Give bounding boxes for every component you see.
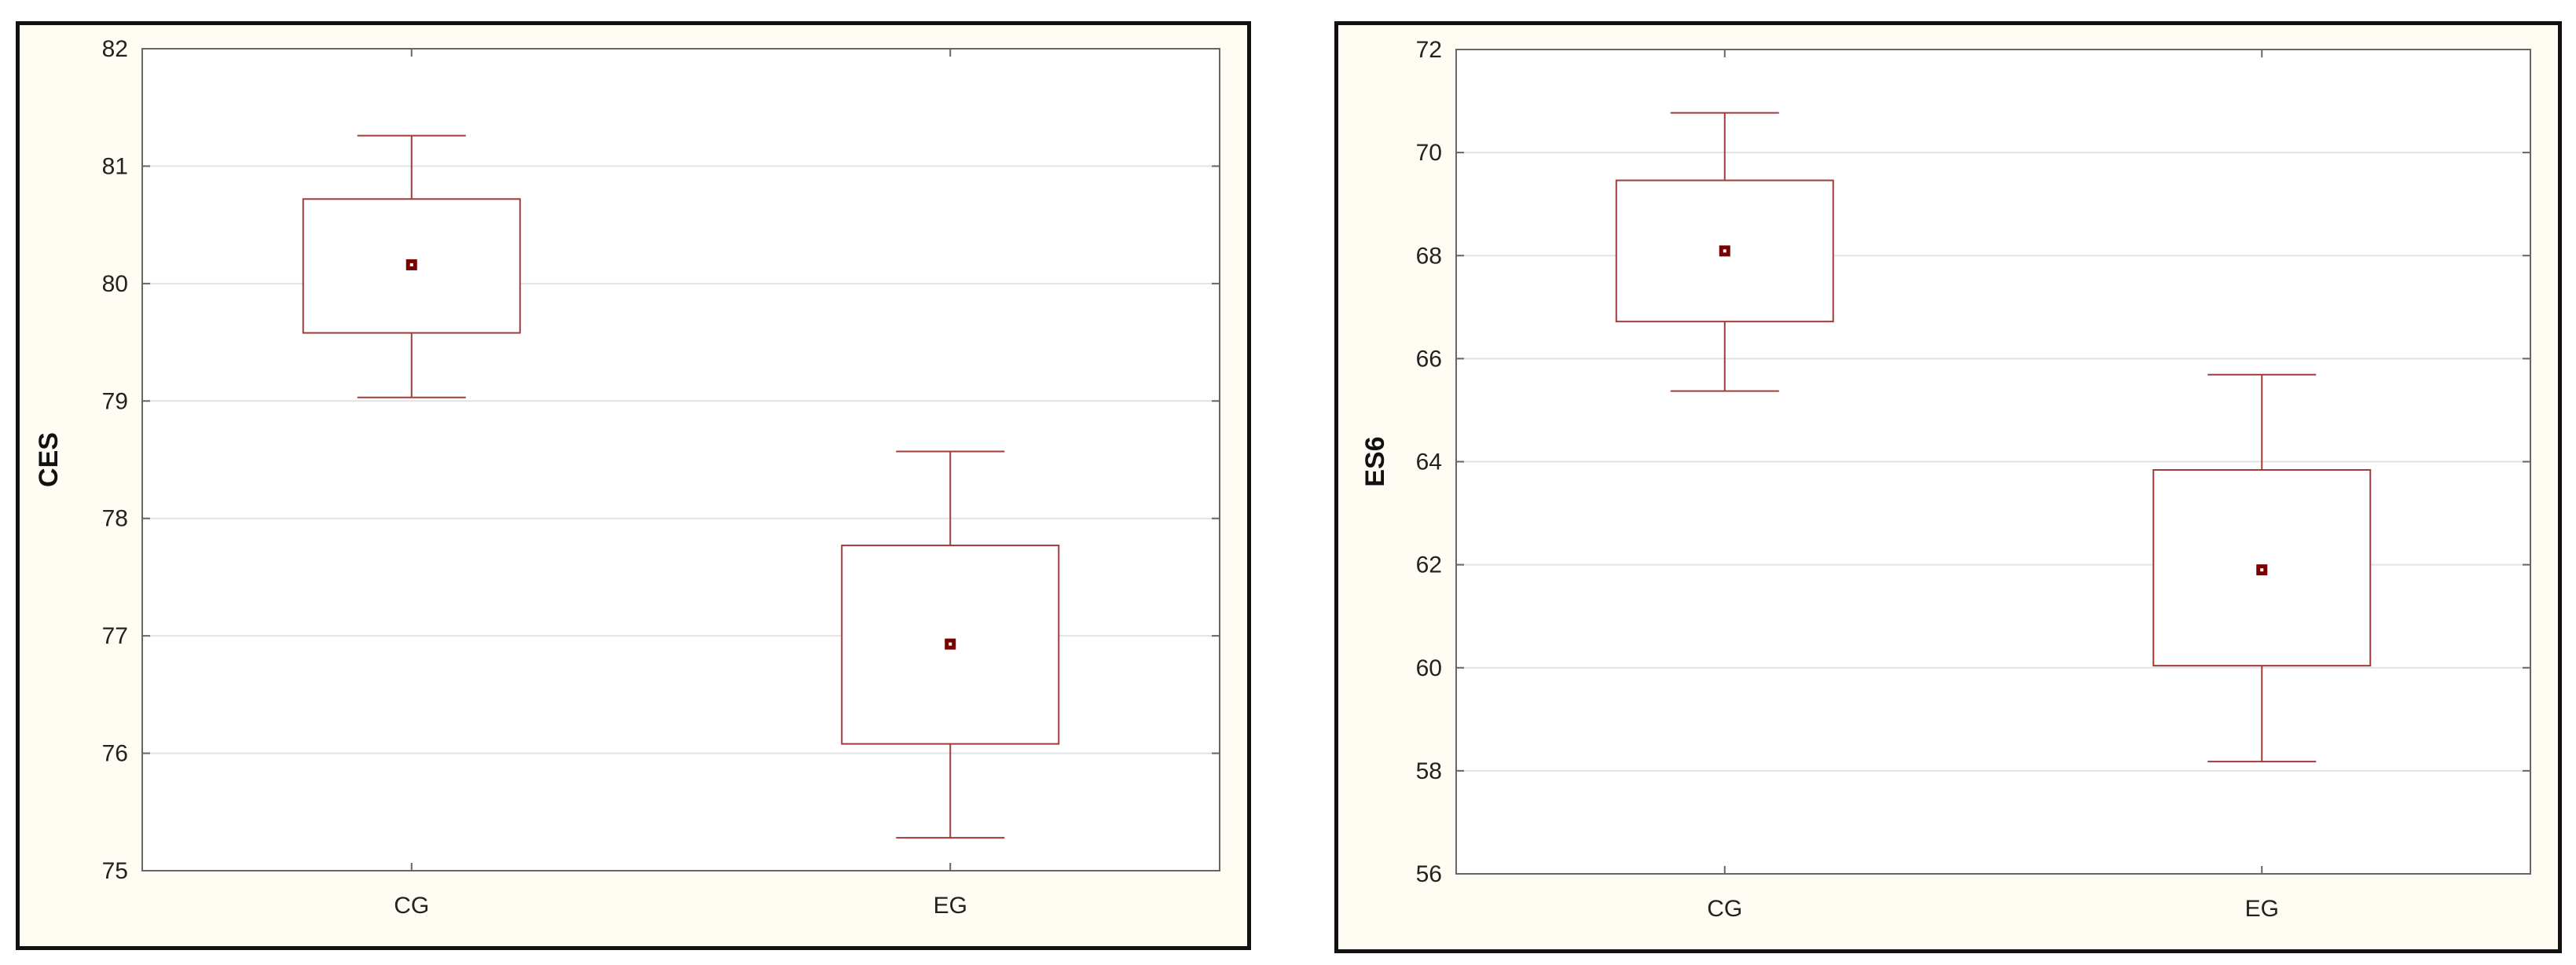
ces-cg-median-marker-center: [409, 262, 413, 266]
es6-y-tick-label: 58: [1416, 758, 1442, 784]
es6-y-axis-title: ES6: [1360, 436, 1390, 486]
ces-plot-area: [142, 49, 1220, 871]
ces-x-tick-label: CG: [394, 893, 429, 919]
chart-panel-es6: 56 58 60 62 64 66 68 70 72 ES6 CG EG: [1334, 21, 2562, 953]
es6-y-tick-label: 60: [1416, 655, 1442, 681]
es6-y-tick-label: 56: [1416, 861, 1442, 887]
ces-y-tick-label: 80: [102, 271, 128, 297]
ces-y-tick-label: 78: [102, 506, 128, 532]
ces-y-tick-label: 75: [102, 858, 128, 884]
ces-x-tick-label: EG: [934, 893, 967, 919]
es6-y-tick-label: 70: [1416, 140, 1442, 166]
es6-plot-frame: [1455, 49, 2531, 875]
ces-y-tick-label: 79: [102, 388, 128, 414]
ces-y-tick-label: 76: [102, 741, 128, 767]
ces-eg-median-marker-center: [949, 642, 952, 646]
es6-y-tick-label: 62: [1416, 552, 1442, 578]
ces-plot-frame: [141, 48, 1220, 871]
ces-y-axis-title: CES: [34, 432, 64, 487]
es6-y-tick-label: 72: [1416, 37, 1442, 63]
ces-y-tick-label: 81: [102, 153, 128, 179]
es6-cg-median-marker-center: [1723, 249, 1727, 253]
chart-panel-ces: 75 76 77 78 79 80 81 82 CES CG EG: [16, 21, 1251, 950]
es6-y-tick-label: 66: [1416, 346, 1442, 372]
ces-boxplot-svg: 75 76 77 78 79 80 81 82 CES CG EG: [34, 36, 1220, 919]
ces-y-tick-label: 77: [102, 623, 128, 649]
es6-boxplot-svg: 56 58 60 62 64 66 68 70 72 ES6 CG EG: [1360, 37, 2531, 922]
es6-eg-median-marker-center: [2260, 568, 2264, 572]
ces-y-tick-label: 82: [102, 36, 128, 62]
es6-x-tick-label: CG: [1707, 896, 1742, 922]
es6-y-tick-label: 68: [1416, 243, 1442, 269]
es6-y-tick-label: 64: [1416, 449, 1442, 475]
es6-x-tick-label: EG: [2245, 896, 2279, 922]
